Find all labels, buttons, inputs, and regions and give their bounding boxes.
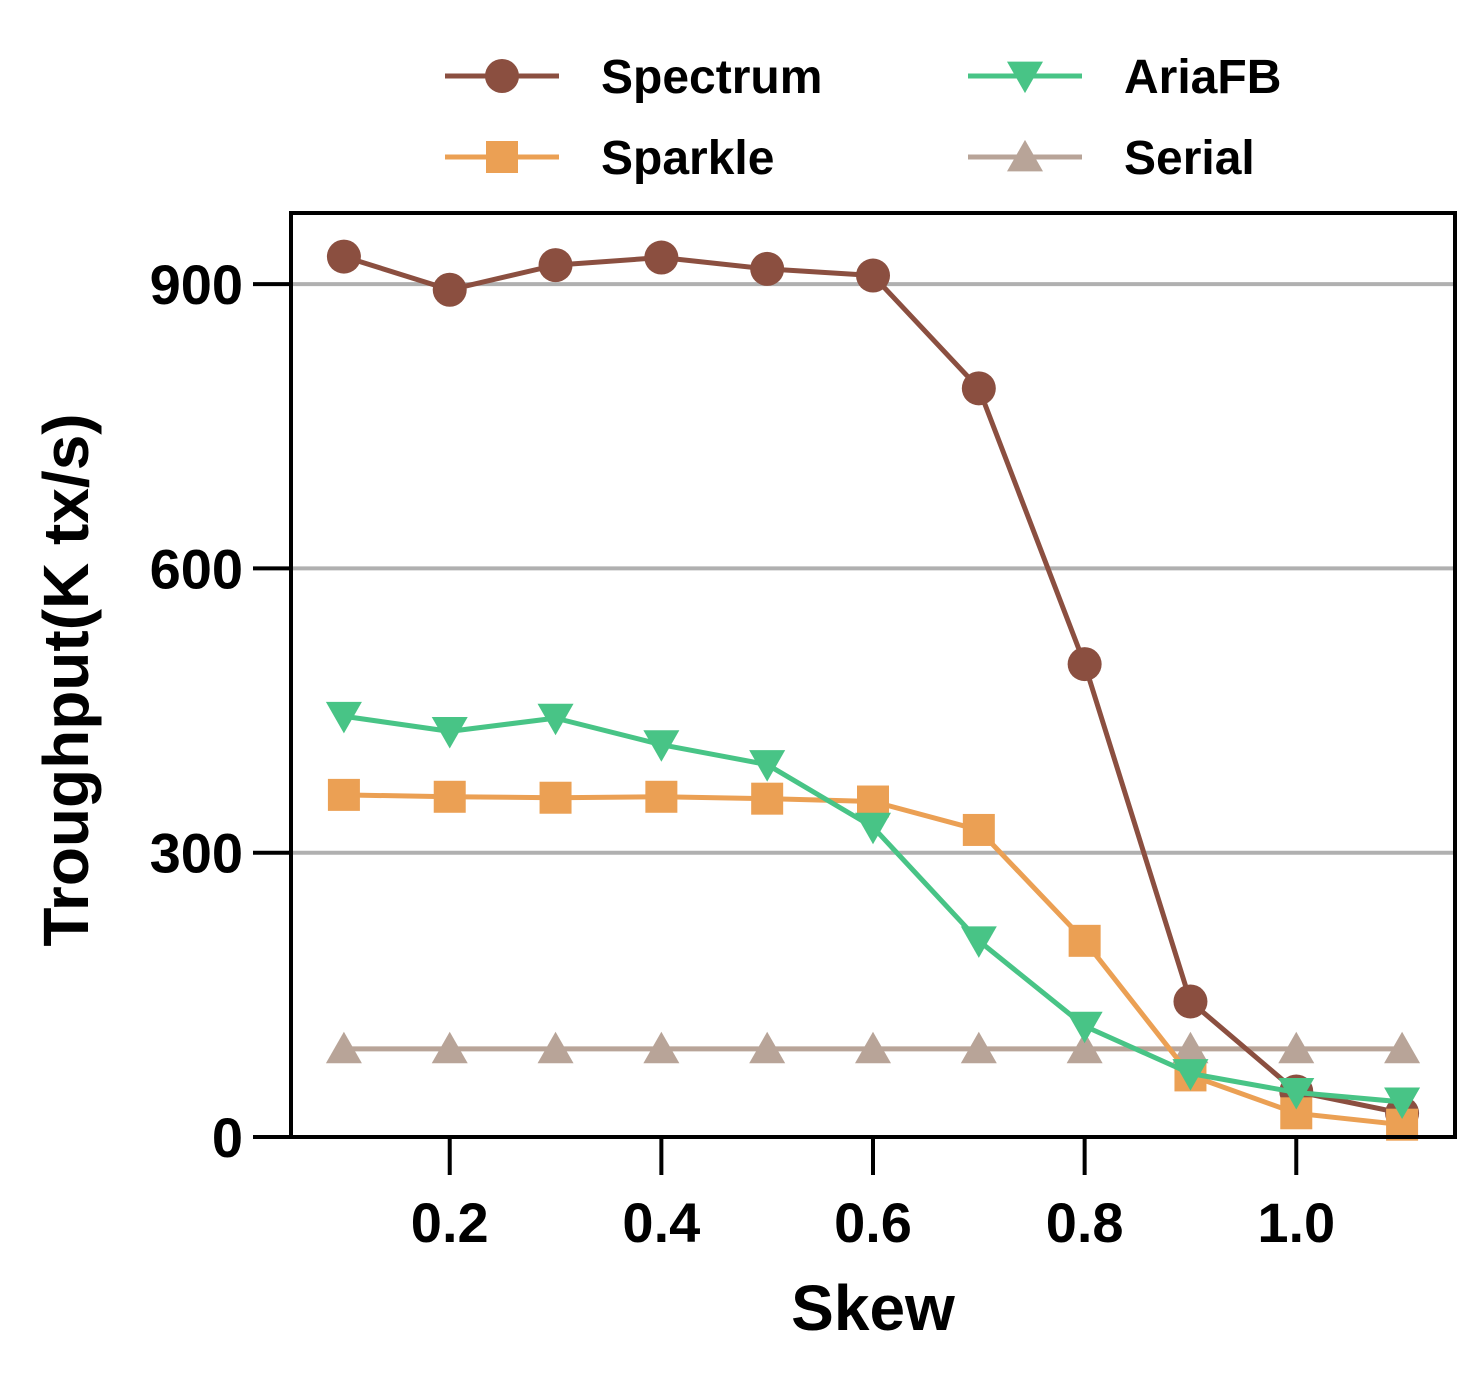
y-tick-label: 300 bbox=[150, 822, 243, 885]
data-point-ariafb bbox=[1172, 1059, 1209, 1091]
data-point-sparkle bbox=[327, 778, 360, 811]
x-tick-label: 1.0 bbox=[1257, 1191, 1335, 1254]
data-point-ariafb bbox=[325, 701, 362, 734]
series-line-spectrum bbox=[343, 254, 1403, 1116]
data-point-ariafb bbox=[855, 812, 891, 845]
data-point-spectrum bbox=[1067, 647, 1102, 682]
legend: Spectrum Sparkle AriaFB Serial bbox=[445, 51, 1281, 185]
data-point-spectrum bbox=[644, 240, 679, 275]
series-spectrum bbox=[326, 239, 1420, 1131]
x-tick-label: 0.8 bbox=[1046, 1191, 1124, 1254]
data-point-ariafb bbox=[537, 703, 574, 736]
grid-lines bbox=[291, 282, 1455, 855]
plot-area-frame bbox=[289, 211, 1457, 1139]
x-tick-label: 0.4 bbox=[622, 1191, 700, 1254]
data-point-serial bbox=[431, 1031, 468, 1064]
data-point-spectrum bbox=[750, 251, 785, 286]
data-point-ariafb bbox=[749, 750, 786, 782]
data-point-sparkle bbox=[433, 780, 466, 813]
data-point-serial bbox=[749, 1031, 786, 1064]
data-point-spectrum bbox=[1173, 984, 1208, 1019]
data-point-ariafb bbox=[1278, 1078, 1315, 1110]
data-point-ariafb bbox=[960, 926, 997, 958]
data-point-serial bbox=[1172, 1031, 1209, 1064]
legend-label-spectrum: Spectrum bbox=[601, 51, 822, 104]
data-point-serial bbox=[325, 1031, 362, 1064]
data-point-ariafb bbox=[1066, 1011, 1103, 1044]
x-axis: 0.2 0.4 0.6 0.8 1.0 bbox=[411, 1137, 1335, 1254]
legend-item-serial: Serial bbox=[968, 132, 1255, 185]
legend-marker-serial bbox=[1007, 139, 1043, 172]
y-axis-label: Troughput(K tx/s) bbox=[30, 413, 102, 946]
series-ariafb bbox=[325, 701, 1421, 1120]
y-axis: 0 300 600 900 bbox=[150, 253, 291, 1169]
series-serial bbox=[325, 1031, 1421, 1064]
data-point-spectrum bbox=[326, 239, 361, 274]
data-point-sparkle bbox=[1068, 924, 1101, 957]
legend-label-serial: Serial bbox=[1124, 132, 1255, 185]
data-point-spectrum bbox=[961, 371, 996, 406]
data-point-serial bbox=[643, 1031, 680, 1064]
legend-item-spectrum: Spectrum bbox=[445, 51, 822, 104]
legend-label-ariafb: AriaFB bbox=[1124, 51, 1281, 104]
data-point-serial bbox=[1384, 1031, 1421, 1064]
data-point-sparkle bbox=[645, 780, 678, 813]
data-point-spectrum bbox=[538, 248, 573, 283]
x-axis-label: Skew bbox=[791, 1272, 955, 1344]
x-tick-label: 0.6 bbox=[834, 1191, 912, 1254]
series-line-sparkle bbox=[343, 792, 1403, 1128]
legend-item-ariafb: AriaFB bbox=[968, 51, 1281, 104]
y-tick-label: 0 bbox=[212, 1106, 243, 1169]
data-point-ariafb bbox=[1384, 1087, 1421, 1120]
data-point-serial bbox=[537, 1031, 574, 1064]
data-point-ariafb bbox=[643, 730, 680, 762]
data-point-serial bbox=[1066, 1031, 1103, 1064]
data-point-sparkle bbox=[539, 781, 572, 814]
y-tick-label: 600 bbox=[150, 537, 243, 600]
data-point-ariafb bbox=[431, 716, 468, 749]
legend-marker-sparkle bbox=[486, 141, 518, 173]
legend-item-sparkle: Sparkle bbox=[445, 132, 774, 185]
data-point-spectrum bbox=[856, 258, 890, 293]
data-point-serial bbox=[960, 1031, 997, 1064]
x-tick-label: 0.2 bbox=[411, 1191, 489, 1254]
legend-label-sparkle: Sparkle bbox=[601, 132, 774, 185]
y-tick-label: 900 bbox=[150, 253, 243, 316]
data-point-spectrum bbox=[432, 272, 467, 307]
data-point-serial bbox=[1278, 1031, 1315, 1064]
legend-marker-spectrum bbox=[485, 59, 519, 93]
legend-marker-ariafb bbox=[1007, 61, 1043, 94]
series-layer bbox=[325, 239, 1421, 1141]
data-point-sparkle bbox=[857, 785, 889, 818]
data-point-sparkle bbox=[751, 782, 784, 815]
data-point-sparkle bbox=[962, 813, 995, 846]
data-point-serial bbox=[855, 1031, 891, 1064]
